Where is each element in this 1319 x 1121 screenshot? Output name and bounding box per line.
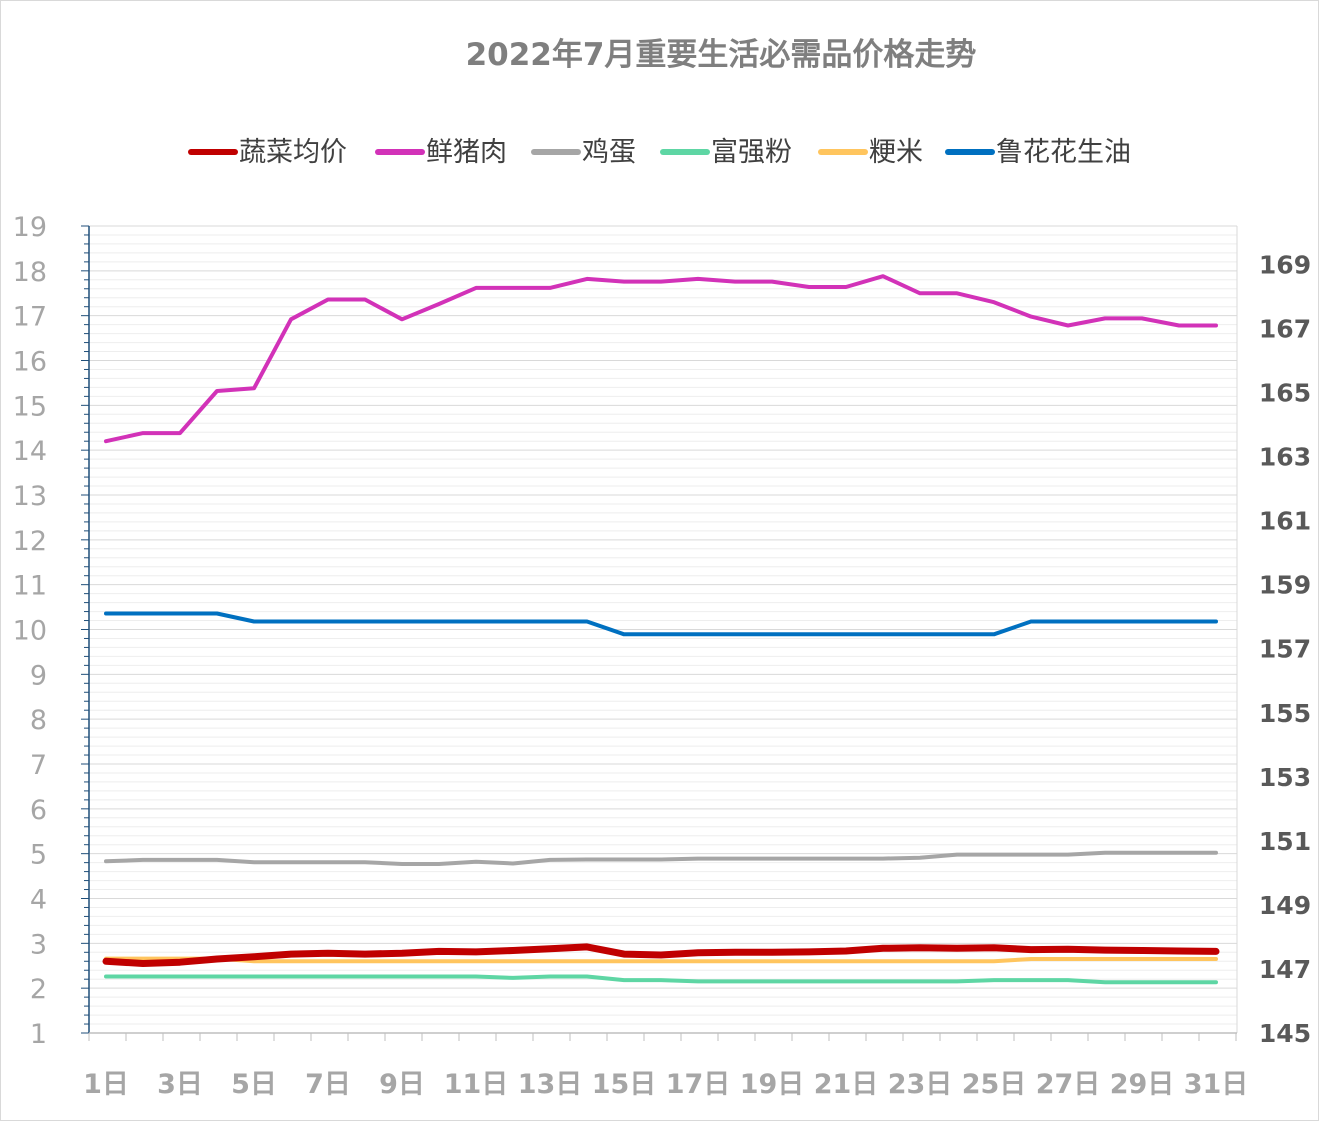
x-tick-label: 7日	[305, 1069, 351, 1100]
x-tick-label: 5日	[231, 1069, 277, 1100]
y-right-tick-label: 155	[1259, 699, 1311, 728]
y-right-tick-label: 151	[1259, 827, 1311, 856]
y-right-tick-label: 145	[1259, 1019, 1311, 1048]
x-tick-labels: 1日 3日 5日 7日 9日 11日 13日 15日 17日 19日 21日 23日 25日 27日 29日…	[83, 1069, 1248, 1100]
legend-label: 粳米	[869, 137, 923, 168]
y-right-tick-label: 167	[1259, 314, 1311, 343]
series-line-0	[102, 943, 1220, 967]
series-line-1	[104, 274, 1218, 444]
y-right-tick-label: 153	[1259, 763, 1311, 792]
y-left-tick-label: 8	[30, 705, 47, 736]
y-left-tick-label: 5	[30, 840, 47, 871]
y-left-tick-label: 12	[13, 526, 47, 557]
y-right-tick-label: 157	[1259, 635, 1311, 664]
x-tick-label: 27日	[1036, 1069, 1101, 1100]
y-left-tick-label: 6	[30, 795, 47, 826]
x-tick-label: 1日	[83, 1069, 129, 1100]
y-right-tick-label: 147	[1259, 955, 1311, 984]
y-right-tick-label: 159	[1259, 571, 1311, 600]
x-tick-label: 29日	[1110, 1069, 1175, 1100]
x-tick-label: 17日	[666, 1069, 731, 1100]
x-tick-label: 3日	[157, 1069, 203, 1100]
x-tick-label: 13日	[518, 1069, 583, 1100]
series-line-4	[104, 956, 1218, 964]
y-left-tick-label: 2	[30, 974, 47, 1005]
x-tick-label: 11日	[444, 1069, 509, 1100]
y-right-tick-label: 161	[1259, 507, 1311, 536]
y-left-tick-label: 9	[30, 660, 47, 691]
y-left-tick-label: 13	[13, 481, 47, 512]
y-left-tick-label: 14	[13, 436, 47, 467]
legend-label: 鸡蛋	[582, 137, 636, 168]
axes	[81, 225, 1238, 1041]
legend-label: 富强粉	[711, 137, 792, 168]
y-left-tick-label: 17	[13, 302, 47, 333]
legend: 蔬菜均价 鲜猪肉 鸡蛋 富强粉 粳米 鲁花花生油	[188, 137, 1131, 168]
legend-label: 鲁花花生油	[996, 137, 1131, 168]
y-left-tick-label: 7	[30, 750, 47, 781]
x-tick-label: 15日	[592, 1069, 657, 1100]
y-left-tick-label: 10	[13, 616, 47, 647]
x-tick-label: 23日	[888, 1069, 953, 1100]
y-left-tick-label: 18	[13, 257, 47, 288]
gridlines	[89, 225, 1237, 1034]
y-right-tick-label: 149	[1259, 891, 1311, 920]
legend-label: 蔬菜均价	[239, 137, 347, 168]
y-left-tick-label: 1	[30, 1019, 47, 1050]
y-right-tick-labels: 145 147 149 151 153 155 157 159 161 163 165 167 169	[1259, 250, 1311, 1048]
x-tick-label: 9日	[379, 1069, 425, 1100]
y-left-tick-label: 4	[30, 885, 47, 916]
y-right-tick-label: 169	[1259, 250, 1311, 279]
x-tick-label: 31日	[1184, 1069, 1249, 1100]
y-left-tick-label: 3	[30, 929, 47, 960]
x-tick-label: 25日	[962, 1069, 1027, 1100]
y-right-tick-label: 165	[1259, 379, 1311, 408]
y-left-tick-label: 16	[13, 347, 47, 378]
series-line-2	[104, 850, 1218, 866]
y-left-tick-label: 15	[13, 391, 47, 422]
y-left-tick-label: 11	[13, 571, 47, 602]
y-left-tick-label: 19	[13, 212, 47, 243]
series-lines	[102, 274, 1220, 985]
y-right-tick-label: 163	[1259, 443, 1311, 472]
chart-title: 2022年7月重要生活必需品价格走势	[466, 37, 977, 73]
legend-label: 鲜猪肉	[426, 137, 507, 168]
x-tick-label: 21日	[814, 1069, 879, 1100]
series-line-3	[104, 974, 1218, 985]
series-line-5	[104, 611, 1218, 637]
x-tick-label: 19日	[740, 1069, 805, 1100]
